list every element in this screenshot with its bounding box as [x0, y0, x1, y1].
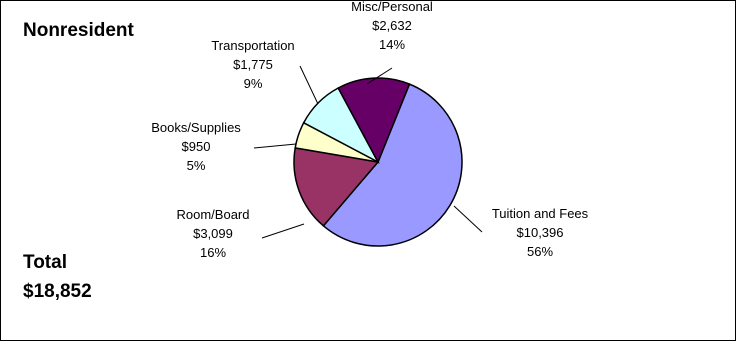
chart-title: Nonresident	[23, 20, 134, 41]
pie-slice-misc-personal	[337, 77, 411, 164]
slice-name-label: Transportation	[211, 38, 294, 53]
leader-line	[299, 65, 319, 105]
slice-percent-label: 16%	[200, 245, 226, 260]
leader-line	[253, 143, 297, 149]
total-label: Total	[23, 252, 67, 273]
slice-name-label: Room/Board	[177, 207, 250, 222]
slice-name-label: Tuition and Fees	[492, 206, 589, 221]
slice-name-label: Books/Supplies	[151, 120, 241, 135]
pie-slice-tuition-and-fees	[322, 83, 463, 247]
slice-name-label: Misc/Personal	[351, 0, 433, 14]
slice-value-label: $1,775	[233, 57, 273, 72]
pie-slice-room-board	[293, 146, 380, 227]
slice-percent-label: 56%	[527, 244, 553, 259]
slice-percent-label: 14%	[379, 37, 405, 52]
slice-value-label: $950	[182, 139, 211, 154]
leader-line	[366, 67, 393, 85]
slice-value-label: $10,396	[517, 225, 564, 240]
leader-line	[453, 205, 483, 233]
slice-value-label: $3,099	[193, 226, 233, 241]
slice-value-label: $2,632	[372, 18, 412, 33]
total-value: $18,852	[23, 281, 92, 302]
slice-percent-label: 5%	[187, 158, 206, 173]
slice-percent-label: 9%	[244, 76, 263, 91]
leader-line	[261, 223, 305, 239]
